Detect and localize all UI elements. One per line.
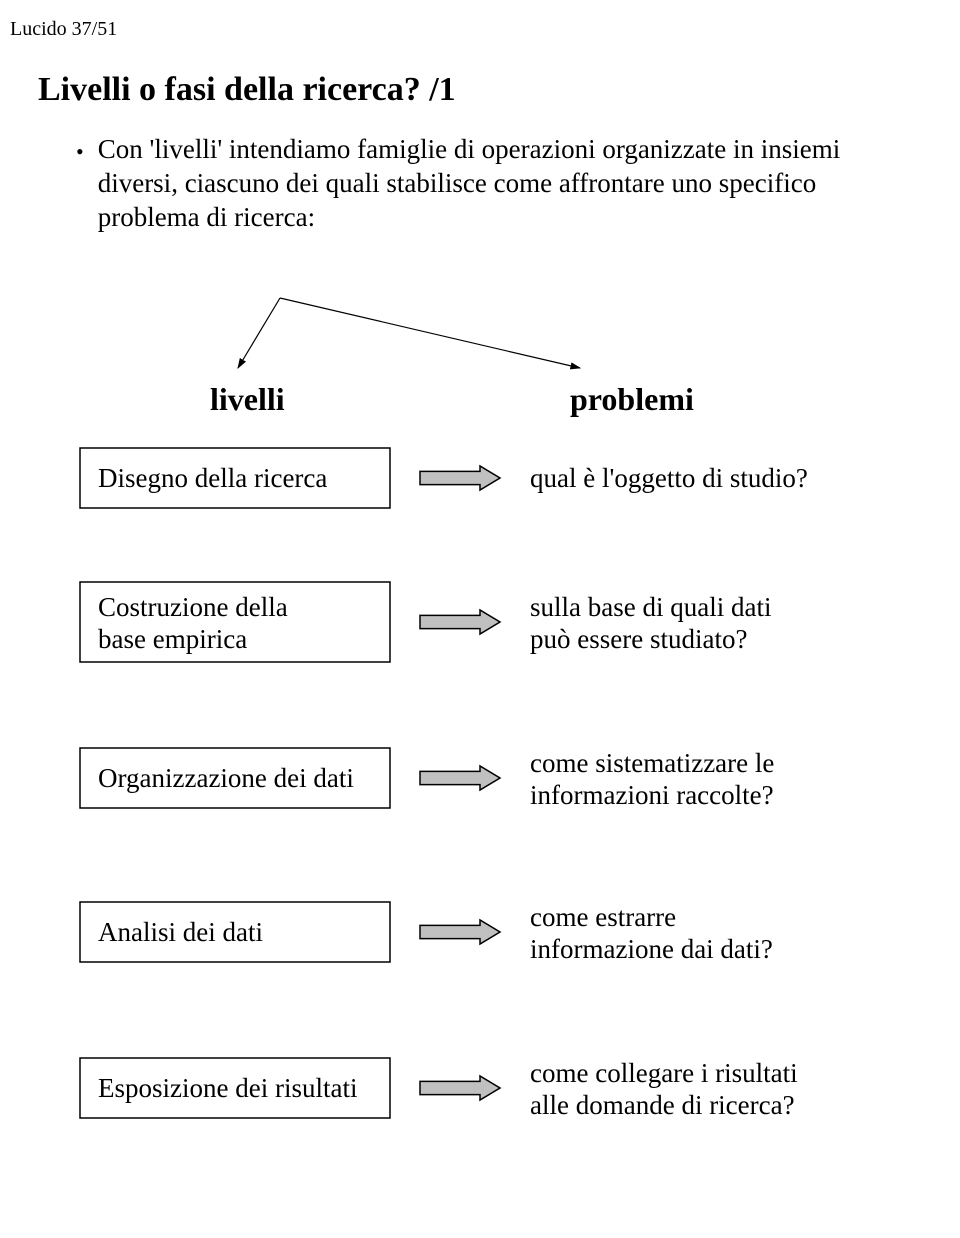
fork-arrow-right <box>280 298 580 368</box>
problem-text: come sistematizzare le <box>530 748 774 778</box>
heading-livelli: livelli <box>210 381 285 417</box>
problem-text: può essere studiato? <box>530 624 747 654</box>
diagram-svg: livelli problemi Disegno della ricerca qual… <box>0 0 960 1238</box>
fork-arrow-left <box>238 298 280 368</box>
level-box-text: Esposizione dei risultati <box>98 1073 357 1103</box>
page: Lucido 37/51 Livelli o fasi della ricerc… <box>0 0 960 1238</box>
level-box-text: Analisi dei dati <box>98 917 263 947</box>
map-arrow <box>420 766 500 790</box>
map-arrow <box>420 466 500 490</box>
map-arrow <box>420 1076 500 1100</box>
problem-text: informazione dai dati? <box>530 934 773 964</box>
problem-text: informazioni raccolte? <box>530 780 774 810</box>
problem-text: alle domande di ricerca? <box>530 1090 795 1120</box>
level-box-text: Costruzione della <box>98 592 288 622</box>
problem-text: sulla base di quali dati <box>530 592 771 622</box>
level-box-text: base empirica <box>98 624 247 654</box>
level-box-text: Disegno della ricerca <box>98 463 327 493</box>
heading-problemi: problemi <box>570 381 694 417</box>
map-arrow <box>420 920 500 944</box>
level-box-text: Organizzazione dei dati <box>98 763 354 793</box>
map-arrow <box>420 610 500 634</box>
problem-text: come estrarre <box>530 902 676 932</box>
problem-text: come collegare i risultati <box>530 1058 798 1088</box>
problem-text: qual è l'oggetto di studio? <box>530 463 808 493</box>
